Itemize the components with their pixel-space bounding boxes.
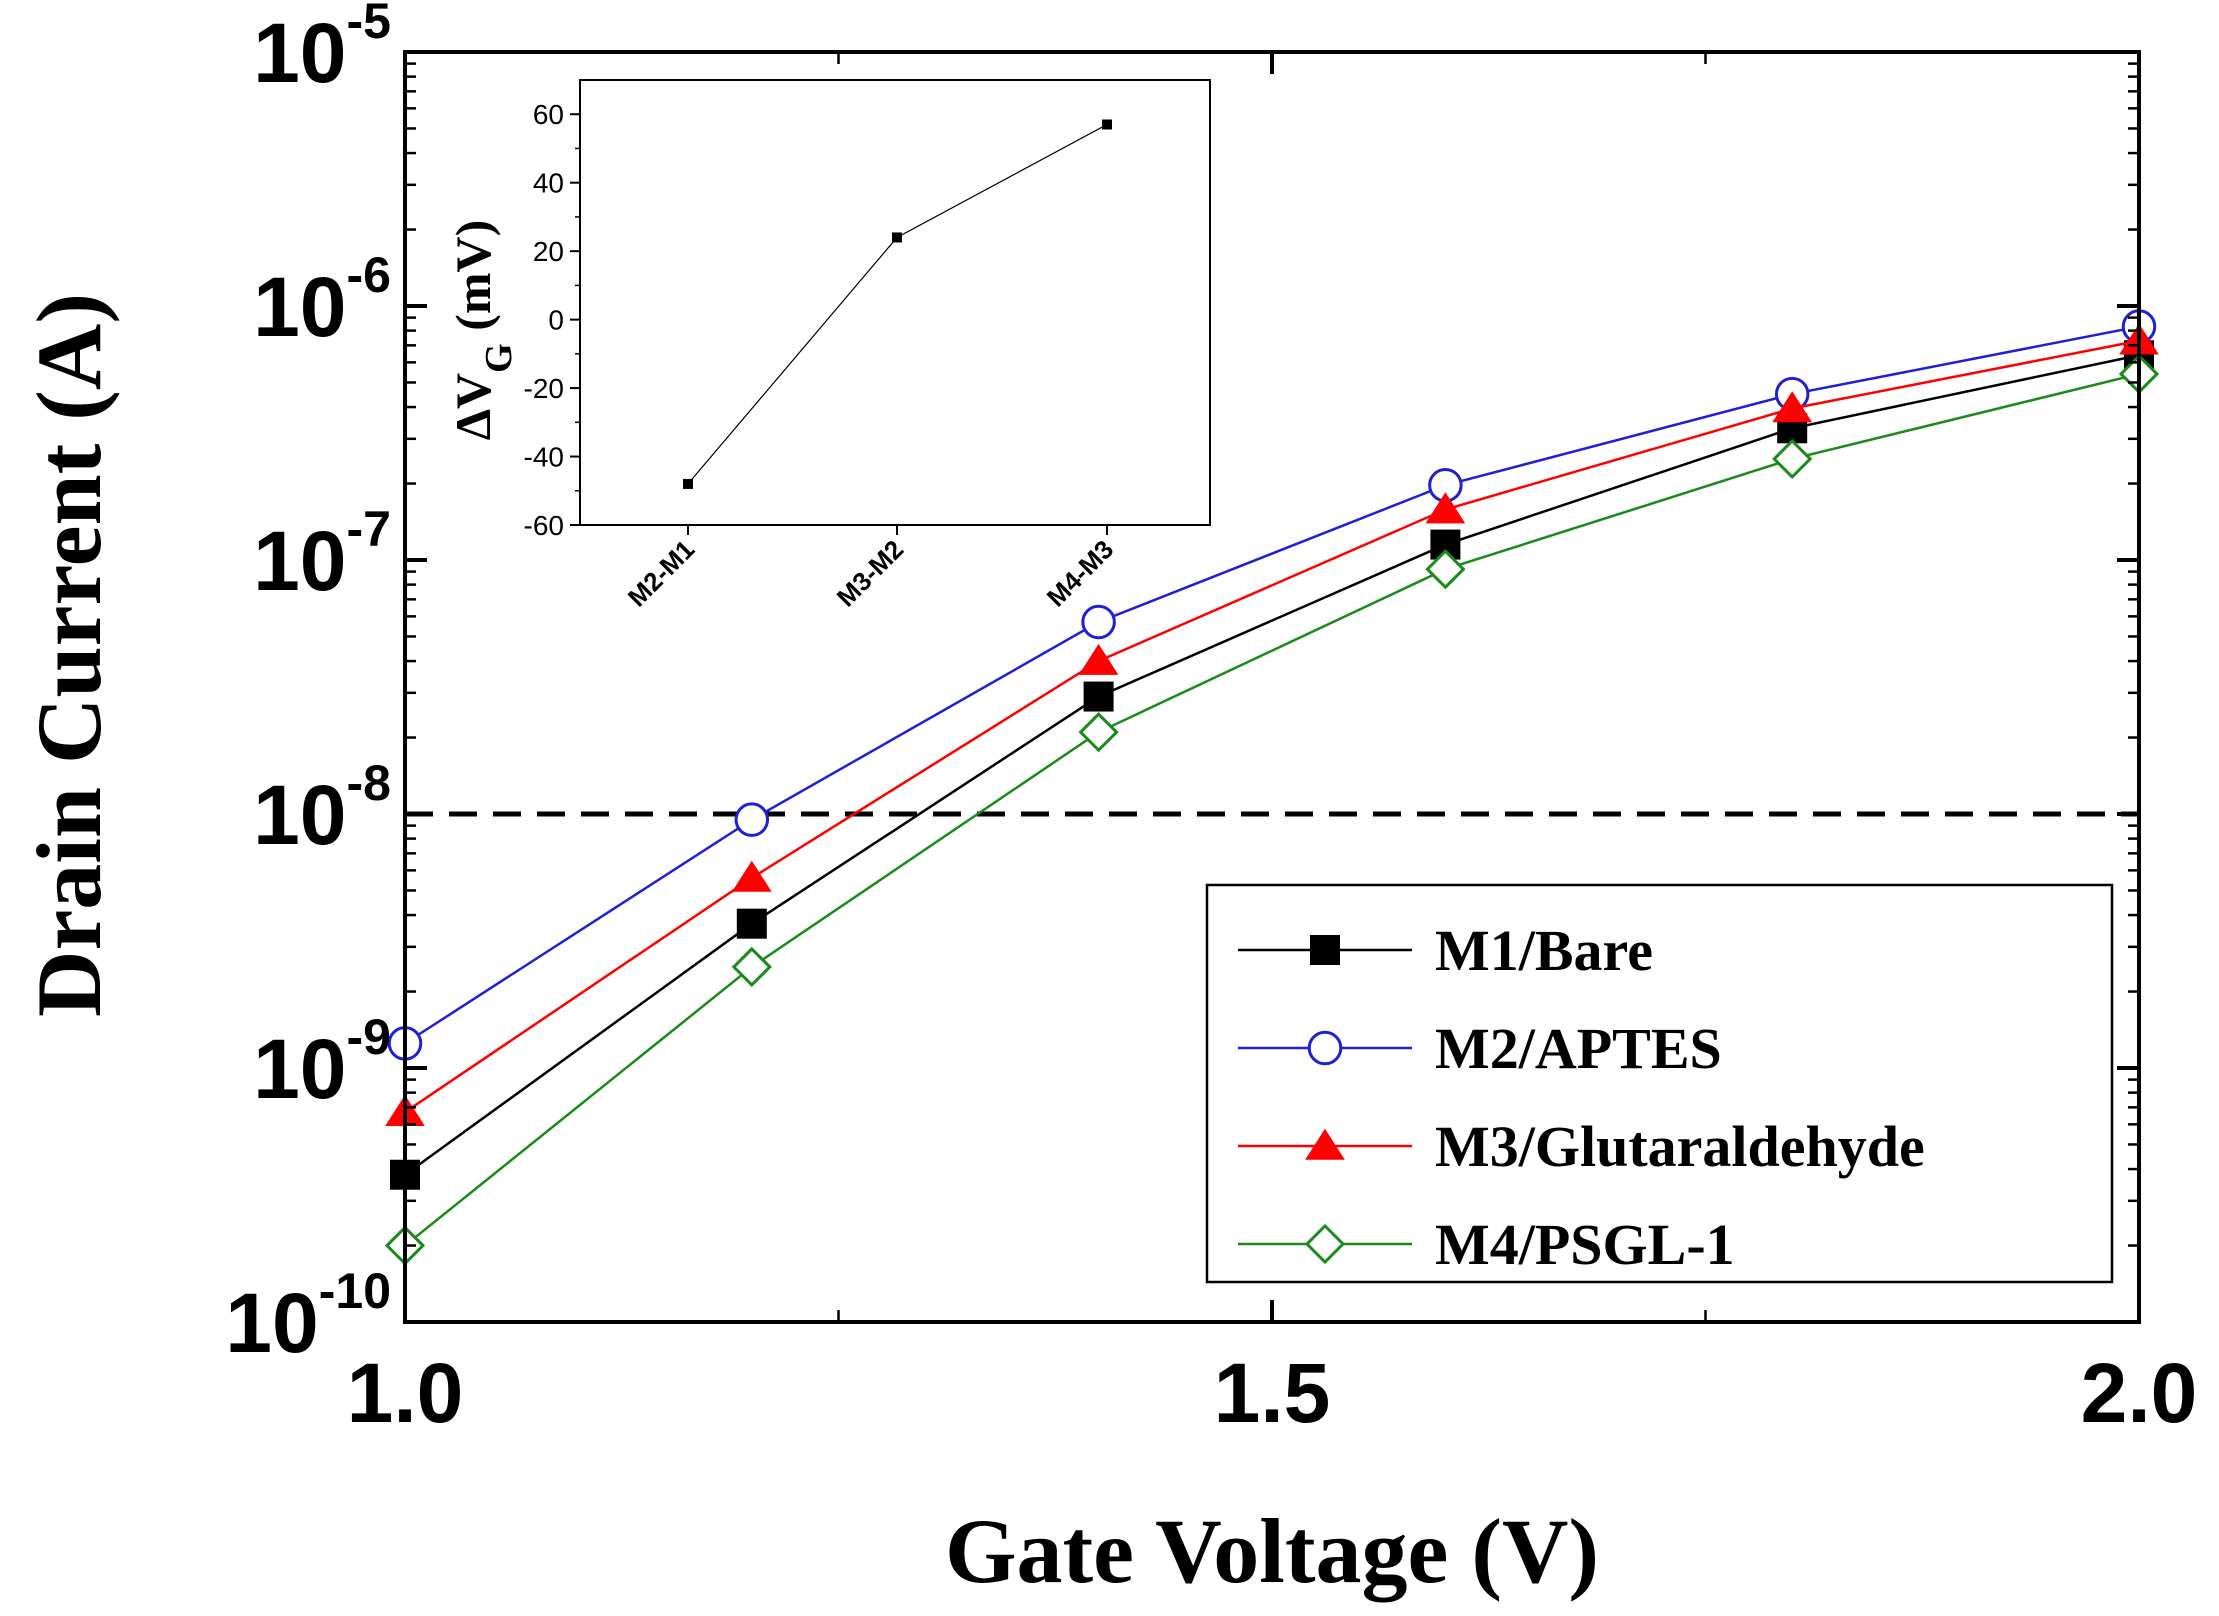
y-tick-label: 10-5	[253, 0, 391, 100]
inset-y-tick-label: 60	[533, 99, 564, 130]
data-point	[1083, 681, 1114, 712]
data-point	[1078, 643, 1119, 675]
data-point	[736, 908, 767, 939]
inset-data-point	[1102, 119, 1112, 130]
data-point	[1081, 604, 1116, 640]
y-tick-label: 10-8	[253, 755, 391, 862]
legend-label: M1/Bare	[1435, 918, 1653, 983]
legend-marker	[1304, 1223, 1346, 1265]
inset-y-tick-label: 0	[548, 305, 564, 336]
inset-y-tick-label: -40	[524, 442, 564, 473]
legend-marker	[1305, 1128, 1345, 1160]
inset-y-tick-label: 40	[533, 168, 564, 199]
x-axis-title: Gate Voltage (V)	[945, 1500, 1599, 1602]
legend-item: M4/PSGL-1	[1238, 1212, 1735, 1277]
data-point	[731, 946, 772, 988]
x-tick-label: 1.0	[347, 1346, 464, 1440]
inset-y-tick-label: -20	[524, 373, 564, 404]
y-tick-label: 10-10	[225, 1263, 391, 1370]
legend-label: M2/APTES	[1435, 1016, 1722, 1081]
data-point	[1078, 712, 1119, 753]
y-axis-title: Drain Current (A)	[18, 293, 120, 1017]
data-point	[1772, 391, 1813, 423]
main-chart: 10-5 10-6 10-7 10-8 10-9 10-10 1.0 1.5 2.0 Gate…	[18, 0, 2197, 1602]
series-line	[404, 325, 2140, 1045]
inset-y-tick-label: 20	[533, 236, 564, 267]
y-tick-label: 10-9	[253, 1009, 391, 1116]
data-point	[1425, 549, 1466, 590]
inset-data-point	[892, 232, 902, 243]
x-tick-label: 1.5	[1214, 1346, 1331, 1440]
legend-item: M3/Glutaraldehyde	[1238, 1114, 1925, 1179]
legend-label: M3/Glutaraldehyde	[1435, 1114, 1925, 1179]
inset-data-point	[683, 478, 693, 489]
data-point	[1772, 438, 1813, 480]
legend-item: M1/Bare	[1238, 918, 1653, 983]
inset-y-axis-title: ΔVG (mV)	[445, 220, 520, 441]
y-tick-label: 10-7	[253, 501, 391, 608]
legend-label: M4/PSGL-1	[1435, 1212, 1735, 1277]
data-point	[1425, 492, 1466, 524]
data-point	[731, 860, 772, 892]
legend: M1/Bare M2/APTES M3/Glutaraldehyde M4/PSGL-…	[1205, 883, 2114, 1284]
legend-item: M2/APTES	[1238, 1016, 1722, 1081]
legend-marker	[1310, 935, 1340, 965]
legend-marker	[1307, 1030, 1343, 1066]
y-tick-label: 10-6	[253, 247, 391, 354]
series-line	[404, 372, 2140, 1247]
inset-frame	[579, 79, 1211, 526]
inset-y-tick-label: -60	[524, 510, 564, 541]
series-line	[404, 354, 2140, 1176]
series-line	[404, 339, 2140, 1114]
data-point	[734, 802, 770, 837]
x-tick-label: 2.0	[2081, 1346, 2198, 1440]
